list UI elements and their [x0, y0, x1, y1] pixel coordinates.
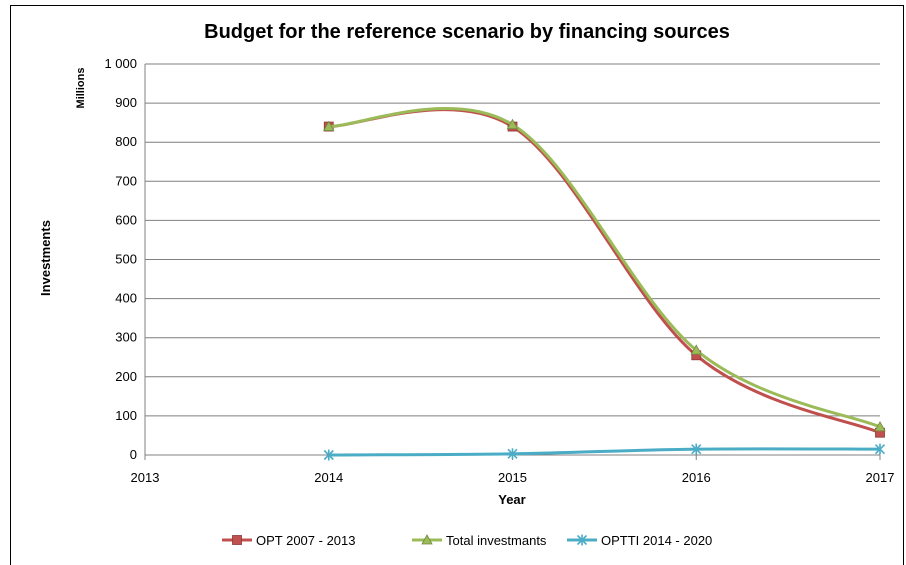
- legend-entry-label: OPTTI 2014 - 2020: [601, 533, 712, 548]
- y-axis-label: Investments: [38, 220, 53, 296]
- y-tick-label: 100: [115, 408, 137, 423]
- series-lines: [323, 106, 886, 461]
- data-point: [323, 449, 334, 461]
- data-point: [691, 443, 702, 455]
- y-tick-label: 500: [115, 252, 137, 267]
- y-tick-label: 400: [115, 291, 137, 306]
- y-tick-label: 1 000: [104, 56, 137, 71]
- chart-frame: [10, 5, 904, 565]
- x-tick-label: 2017: [866, 470, 895, 485]
- legend: OPT 2007 - 2013 Total investmants OPTTI 20…: [222, 533, 712, 548]
- legend-marker: [576, 534, 588, 546]
- chart-title: Budget for the reference scenario by fin…: [204, 21, 730, 43]
- legend-marker: [421, 534, 433, 545]
- y-tick-label: 200: [115, 369, 137, 384]
- x-tick-label: 2014: [314, 470, 343, 485]
- data-point: [874, 421, 886, 432]
- y-tick-label: 600: [115, 212, 137, 227]
- y-tick-labels: 0 100 200 300 400 500 600 700 800 900 1 000: [104, 56, 137, 462]
- x-tick-label: 2015: [498, 470, 527, 485]
- x-tick-labels: 2013 2014 2015 2016 2017: [131, 455, 895, 485]
- x-axis-label: Year: [498, 492, 525, 507]
- data-point: [690, 344, 702, 355]
- legend-entry-label: OPT 2007 - 2013: [256, 533, 356, 548]
- y-tick-label: 300: [115, 330, 137, 345]
- y-tick-label: 0: [130, 447, 137, 462]
- series-line-3: [328, 447, 881, 457]
- y-units-label: Millions: [75, 68, 87, 109]
- series-line-2: [328, 106, 881, 429]
- series-line-1: [328, 108, 881, 435]
- data-point: [323, 120, 335, 131]
- legend-marker: [232, 535, 242, 545]
- x-tick-label: 2016: [682, 470, 711, 485]
- y-tick-label: 700: [115, 173, 137, 188]
- y-tick-label: 800: [115, 134, 137, 149]
- x-tick-label: 2013: [131, 470, 160, 485]
- data-point: [506, 118, 519, 130]
- legend-entry-label: Total investmants: [446, 533, 547, 548]
- data-point: [874, 443, 886, 455]
- gridlines: [144, 63, 880, 456]
- y-tick-label: 900: [115, 95, 137, 110]
- data-point: [507, 448, 518, 460]
